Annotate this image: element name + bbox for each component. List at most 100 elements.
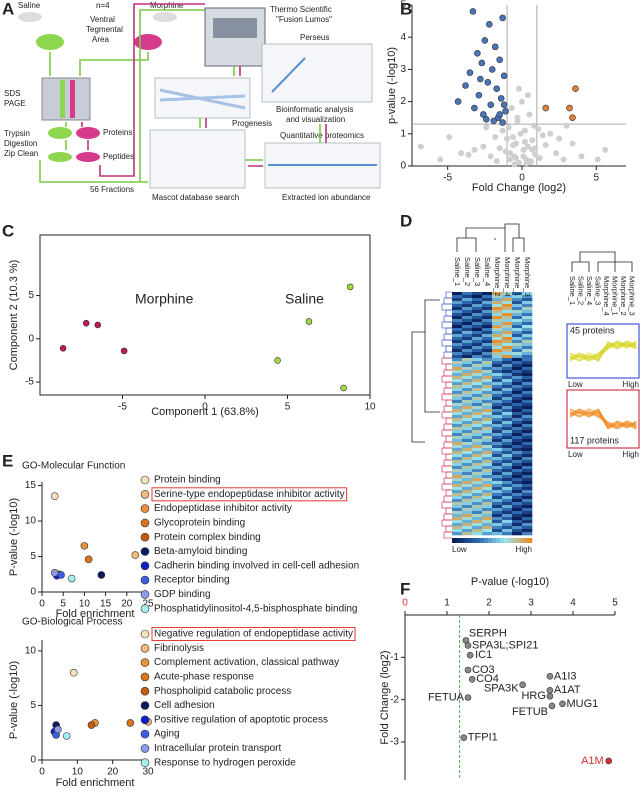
heatmap-cell <box>522 298 533 302</box>
dendrogram <box>443 369 452 377</box>
label: Morphine <box>150 1 184 10</box>
heatmap-cell <box>512 337 523 341</box>
heatmap-cell <box>522 376 533 380</box>
heatmap-cell <box>502 481 513 485</box>
y-tick-label: 10 <box>25 646 37 657</box>
heatmap-cell <box>502 496 513 500</box>
heatmap-cell <box>452 340 463 344</box>
point <box>131 551 140 559</box>
point-label: HRG <box>521 690 545 702</box>
heatmap-cell <box>492 451 503 455</box>
heatmap-cell <box>482 328 493 332</box>
heatmap-cell <box>482 298 493 302</box>
heatmap-cell <box>522 529 533 533</box>
heatmap-cell <box>472 436 483 440</box>
point <box>510 142 517 149</box>
heatmap-cell <box>482 493 493 497</box>
heatmap-cell <box>472 487 483 491</box>
legend-marker <box>140 475 150 485</box>
heatmap-cell <box>492 325 503 329</box>
heatmap-cell <box>502 418 513 422</box>
heatmap-cell <box>522 388 533 392</box>
heatmap-cell <box>512 436 523 440</box>
point <box>516 85 522 92</box>
heatmap-cell <box>472 472 483 476</box>
heatmap-cell <box>512 478 523 482</box>
color-scale <box>500 538 505 543</box>
heatmap-cell <box>482 499 493 503</box>
heatmap-cell <box>472 505 483 509</box>
heatmap-cell <box>512 379 523 383</box>
heatmap-cell <box>512 418 523 422</box>
heatmap-cell <box>522 412 533 416</box>
heatmap-cell <box>502 364 513 368</box>
dendrogram <box>443 351 452 359</box>
point <box>97 571 106 579</box>
heatmap-cell <box>502 424 513 428</box>
subplot-title: GO-Molecular Function <box>22 461 125 472</box>
mouse-icon <box>153 12 177 22</box>
heatmap-cell <box>462 382 473 386</box>
color-scale <box>468 538 473 543</box>
y-axis-label: P-value (-log10) <box>8 661 20 739</box>
point <box>532 145 539 152</box>
y-tick-label: 5 <box>28 290 34 301</box>
heatmap-cell <box>512 529 523 533</box>
color-scale <box>464 538 469 543</box>
heatmap-cell <box>472 466 483 470</box>
heatmap-cell <box>462 508 473 512</box>
heatmap-cell <box>502 394 513 398</box>
heatmap-cell <box>482 307 493 311</box>
x-tick-label: -5 <box>443 173 452 184</box>
heatmap-cell <box>492 484 503 488</box>
heatmap-cell <box>462 511 473 515</box>
heatmap-cell <box>492 472 503 476</box>
heatmap-cell <box>492 502 503 506</box>
color-scale <box>508 538 513 543</box>
dendrogram <box>443 531 452 539</box>
heatmap-cell <box>522 439 533 443</box>
heatmap-cell <box>472 433 483 437</box>
heatmap-cell <box>482 331 493 335</box>
dendrogram <box>441 429 452 437</box>
heatmap-cell <box>502 334 513 338</box>
point <box>546 673 554 680</box>
heatmap-cell <box>492 331 503 335</box>
heatmap-cell <box>452 337 463 341</box>
plot-frame <box>39 234 371 396</box>
y-tick-label: 4 <box>400 32 406 43</box>
heatmap-cell <box>512 370 523 374</box>
dendrogram <box>441 447 452 455</box>
point <box>305 318 313 325</box>
color-scale <box>452 538 457 543</box>
heatmap-cell <box>522 418 533 422</box>
heatmap-cell <box>502 346 513 350</box>
legend-label: Glycoprotein binding <box>154 518 245 529</box>
heatmap-cell <box>512 313 523 317</box>
heatmap-cell <box>462 496 473 500</box>
heatmap-cell <box>472 469 483 473</box>
heatmap-cell <box>512 400 523 404</box>
heatmap-cell <box>452 385 463 389</box>
heatmap-cell <box>522 493 533 497</box>
heatmap-cell <box>492 322 503 326</box>
color-scale <box>520 538 525 543</box>
point <box>437 156 444 163</box>
point <box>54 725 62 734</box>
y-axis-label: P-value (-log10) <box>8 498 20 576</box>
color-scale <box>496 538 501 543</box>
heatmap-cell <box>472 514 483 518</box>
heatmap-cell <box>502 454 513 458</box>
heatmap-cell <box>492 529 503 533</box>
heatmap-cell <box>482 403 493 407</box>
heatmap-cell <box>512 460 523 464</box>
heatmap-cell <box>472 493 483 497</box>
legend-marker <box>140 590 150 599</box>
heatmap-cell <box>492 304 503 308</box>
heatmap-cell <box>482 310 493 314</box>
y-tick-label: 15 <box>25 480 37 491</box>
heatmap-cell <box>492 430 503 434</box>
heatmap-cell <box>452 295 463 299</box>
heatmap-cell <box>472 391 483 395</box>
heatmap-cell <box>522 466 533 470</box>
